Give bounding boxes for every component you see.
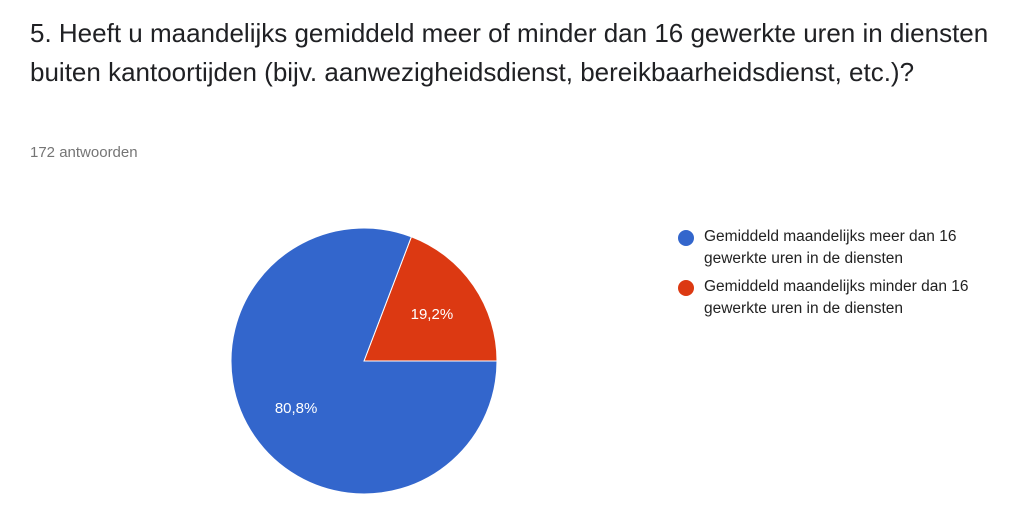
pie-slices [230, 227, 498, 495]
question-title: 5. Heeft u maandelijks gemiddeld meer of… [30, 18, 989, 87]
response-count: 172 antwoorden [30, 144, 138, 161]
legend-item-meer[interactable]: Gemiddeld maandelijks meer dan 16 gewerk… [678, 226, 998, 270]
legend-item-minder[interactable]: Gemiddeld maandelijks minder dan 16 gewe… [678, 276, 998, 320]
pie-slice-labels: 19,2% 80,8% [275, 306, 453, 417]
chart-legend: Gemiddeld maandelijks meer dan 16 gewerk… [678, 226, 998, 326]
pie-slice-label-0: 80,8% [275, 400, 318, 417]
legend-label: Gemiddeld maandelijks minder dan 16 gewe… [704, 278, 969, 317]
legend-dot-icon [678, 230, 694, 246]
pie-slice-1[interactable] [363, 236, 498, 362]
pie-slice-label-1: 19,2% [411, 306, 454, 323]
legend-dot-icon [678, 280, 694, 296]
legend-label: Gemiddeld maandelijks meer dan 16 gewerk… [704, 228, 957, 267]
pie-slice-0[interactable] [230, 227, 498, 495]
